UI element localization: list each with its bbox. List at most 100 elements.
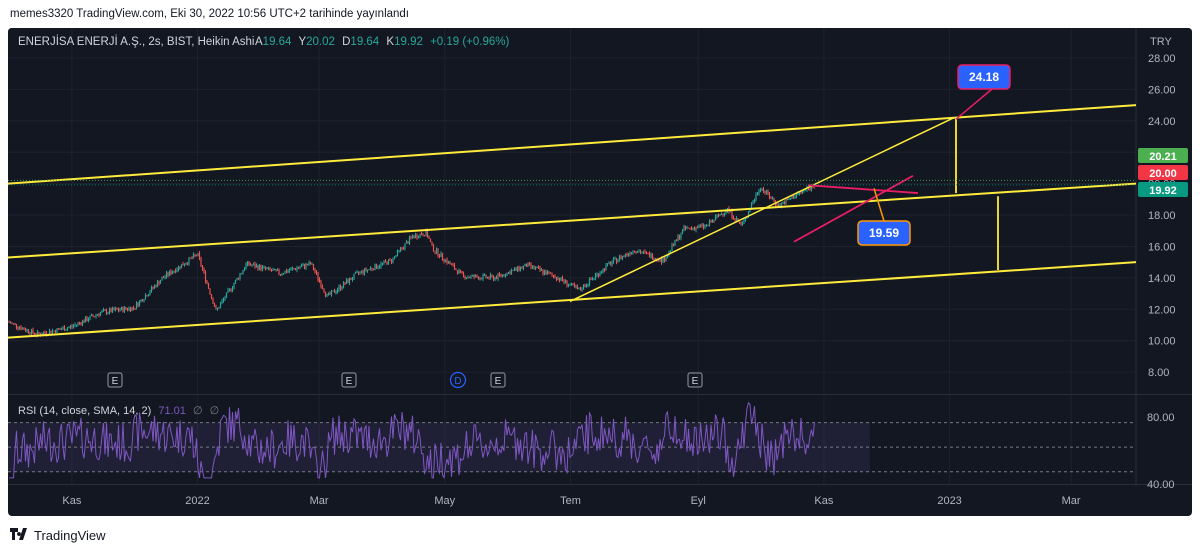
event-marker-dividend[interactable]: D xyxy=(449,371,467,389)
candle-body xyxy=(681,229,684,235)
candle-body xyxy=(27,329,30,333)
callout-target-upper[interactable]: 24.18 xyxy=(957,64,1011,90)
candle-body xyxy=(528,263,531,265)
candle-body xyxy=(482,275,484,280)
candle-body xyxy=(207,283,210,289)
candle-body xyxy=(495,277,498,279)
candle-body xyxy=(500,274,502,276)
svg-text:E: E xyxy=(495,376,502,387)
candle-body xyxy=(122,307,124,312)
candle-body xyxy=(525,263,528,267)
candle-body xyxy=(801,191,804,193)
rsi-legend[interactable]: RSI (14, close, SMA, 14, 2) 71.01 ∅ ∅ xyxy=(18,405,219,417)
candle-body xyxy=(312,263,315,270)
candle-body xyxy=(318,279,321,282)
channel-middle-line xyxy=(8,182,1137,259)
candle-body xyxy=(12,323,15,325)
candle-body xyxy=(641,252,643,254)
candle-body xyxy=(423,235,426,237)
drawings[interactable] xyxy=(8,88,1137,339)
candle-body xyxy=(374,264,376,271)
candle-body xyxy=(210,294,213,298)
candle-body xyxy=(686,227,688,229)
candle-body xyxy=(468,277,471,279)
candle-body xyxy=(120,307,123,310)
candle-body xyxy=(522,266,525,269)
event-marker-earnings[interactable]: E xyxy=(490,372,506,388)
candle-body xyxy=(275,269,277,271)
candle-body xyxy=(141,299,144,302)
price-tick-label: 14.00 xyxy=(1148,273,1176,285)
candle-body xyxy=(135,302,138,309)
candle-body xyxy=(98,314,100,316)
candle-body xyxy=(366,269,369,271)
candle-body xyxy=(413,236,415,239)
candle-body xyxy=(707,225,709,227)
candle-body xyxy=(315,272,318,274)
event-marker-earnings[interactable]: E xyxy=(341,372,357,388)
candle-body xyxy=(357,271,360,274)
candle-body xyxy=(549,272,552,274)
callout-target-lower[interactable]: 19.59 xyxy=(857,220,911,246)
candle-body xyxy=(420,233,423,235)
candle-body xyxy=(767,190,769,195)
candle-body xyxy=(272,269,274,271)
candle-body xyxy=(614,258,616,260)
candle-body xyxy=(26,329,28,331)
candle-body xyxy=(83,320,85,323)
candle-body xyxy=(305,263,307,268)
candle-body xyxy=(473,275,475,278)
candle-body xyxy=(780,203,783,207)
candle-body xyxy=(692,227,694,229)
candle-body xyxy=(762,188,765,192)
candle-body xyxy=(551,273,553,276)
candle-body xyxy=(518,266,520,271)
candles[interactable] xyxy=(8,184,816,338)
candle-body xyxy=(291,268,294,270)
footer-brand[interactable]: TradingView xyxy=(34,527,106,543)
time-tick-label: Kas xyxy=(814,495,833,507)
candle-body xyxy=(213,303,216,307)
candle-body xyxy=(693,227,696,231)
symbol-title[interactable]: ENERJİSA ENERJİ A.Ş., 2s, BIST, Heikin A… xyxy=(18,35,254,48)
svg-text:20.21: 20.21 xyxy=(1149,151,1177,163)
candle-body xyxy=(254,263,256,268)
candle-body xyxy=(365,268,367,271)
candle-body xyxy=(408,237,411,244)
candle-body xyxy=(368,269,370,271)
candle-body xyxy=(567,284,570,286)
candle-body xyxy=(399,248,402,251)
candle-body xyxy=(677,235,679,241)
candle-body xyxy=(180,264,183,269)
candle-body xyxy=(752,202,754,205)
candle-body xyxy=(21,327,24,330)
candle-body xyxy=(654,259,657,261)
price-tick-label: 24.00 xyxy=(1148,116,1176,128)
candle-body xyxy=(740,223,742,225)
chart-svg[interactable]: 28.0026.0024.0022.0020.0018.0016.0014.00… xyxy=(8,28,1192,516)
price-axis-bg[interactable] xyxy=(1136,28,1192,484)
svg-text:19.59: 19.59 xyxy=(869,226,899,240)
candle-body xyxy=(476,275,478,278)
svg-text:24.18: 24.18 xyxy=(969,70,999,84)
candle-body xyxy=(618,256,621,260)
candle-body xyxy=(332,290,334,292)
candle-body xyxy=(585,285,588,287)
candle-body xyxy=(101,310,103,313)
event-marker-earnings[interactable]: E xyxy=(107,372,123,388)
candle-body xyxy=(108,308,111,313)
candle-body xyxy=(17,327,19,329)
candle-body xyxy=(81,320,84,325)
footer: TradingView xyxy=(10,526,106,544)
channel-upper-line xyxy=(8,104,1137,185)
candle-body xyxy=(545,271,547,275)
chart-frame[interactable]: 28.0026.0024.0022.0020.0018.0016.0014.00… xyxy=(8,28,1192,516)
high-label: Y xyxy=(298,36,306,48)
candle-body xyxy=(90,314,93,316)
candle-body xyxy=(579,288,582,290)
candle-body xyxy=(698,225,700,228)
event-marker-earnings[interactable]: E xyxy=(687,372,703,388)
candle-body xyxy=(353,273,355,279)
candle-body xyxy=(441,253,444,260)
candle-body xyxy=(546,271,549,275)
